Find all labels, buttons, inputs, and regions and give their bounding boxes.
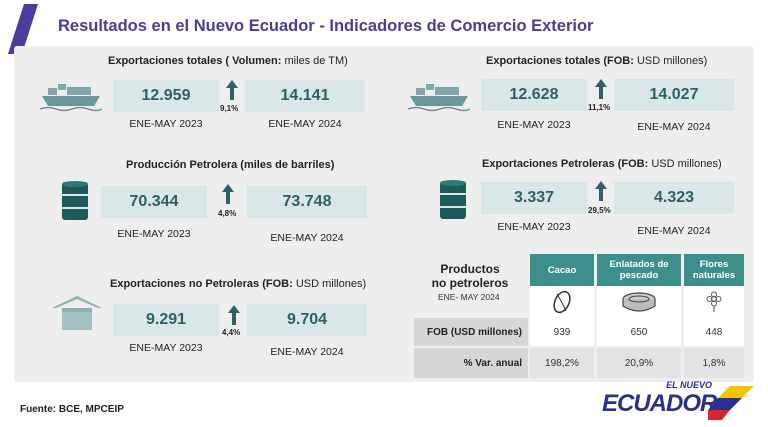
pct-change: 29,5% [588,206,611,215]
table-cell: 448 [684,318,744,346]
cargo-ship-icon [40,84,102,112]
block-title-rest: miles de TM) [281,55,348,67]
block-title-rest: USD millones) [633,55,708,67]
row-label-var: % Var. anual [414,348,528,378]
block-title: Producción Petrolera (miles de barriles) [126,159,335,171]
pct-change: 4,8% [218,209,237,218]
period-2024: ENE-MAY 2024 [637,225,711,237]
up-arrow-icon [595,79,607,99]
cacao-icon-cell [530,286,594,318]
block-title-bold2: Volumen: [229,55,282,67]
products-title-line2: no petroleros [431,276,509,290]
page-title: Resultados en el Nuevo Ecuador - Indicad… [58,17,594,35]
table-cell: 20,9% [597,348,681,378]
flower-icon [706,291,722,312]
block-title-bold: Exportaciones no Petroleras (FOB: [110,278,293,290]
value-2023: 3.337 [481,182,587,214]
oil-barrel-icon [62,181,88,220]
logo-main-text: ECUADOR [602,390,717,417]
value-2024: 9.704 [247,304,367,336]
products-title-line1: Productos [440,262,500,276]
block-title-rest: USD millones) [292,278,367,290]
column-header-flowers: Flores naturales [684,254,744,286]
pct-change: 4,4% [222,328,241,337]
block-title: Exportaciones Petroleras (FOB: USD millo… [482,158,722,170]
table-cell: 198,2% [530,348,594,378]
period-2024: ENE-MAY 2024 [268,118,342,130]
period-2023: ENE-MAY 2023 [129,342,203,354]
source-note: Fuente: BCE, MPCEIP [20,404,124,415]
cacao-pod-icon [553,290,571,314]
pct-change: 9,1% [220,104,239,113]
block-title-bold: Exportaciones totales ( [108,55,230,67]
brand-slash-icon [8,4,38,54]
table-cell: 1,8% [684,348,744,378]
flower-icon-cell [684,286,744,318]
period-2023: ENE-MAY 2023 [497,221,571,233]
block-title-bold: Exportaciones Petroleras (FOB: [482,158,649,170]
table-cell: 939 [530,318,594,346]
value-2023: 12.959 [113,80,219,112]
cargo-ship-icon [408,84,470,112]
up-arrow-icon [222,184,234,204]
logo-top-text: EL NUEVO [666,380,712,390]
block-title-rest: USD millones) [648,158,722,170]
value-2024: 14.027 [614,79,734,111]
value-2024: 14.141 [245,80,365,112]
block-title: Exportaciones totales ( Volumen: miles d… [108,55,348,67]
up-arrow-icon [226,80,238,100]
row-label-fob: FOB (USD millones) [414,318,528,346]
value-2024: 4.323 [614,182,734,214]
block-title: Exportaciones totales (FOB: USD millones… [486,55,707,67]
block-title-bold: Exportaciones totales (FOB: [486,55,634,67]
products-subtitle: ENE- MAY 2024 [438,292,500,302]
value-2023: 70.344 [101,186,207,218]
value-2023: 12.628 [481,79,587,111]
column-header-fish-can: Enlatados de pescado [597,254,681,286]
column-header-cacao: Cacao [530,254,594,286]
period-2023: ENE-MAY 2023 [129,118,203,130]
flag-stripes-icon [708,386,754,420]
products-title: Productos no petroleros [418,262,522,290]
oil-barrel-icon [440,180,466,219]
up-arrow-icon [228,305,240,325]
fish-can-icon-cell [597,286,681,318]
period-2023: ENE-MAY 2023 [117,228,191,240]
warehouse-box-icon [52,296,102,330]
period-2024: ENE-MAY 2024 [270,232,344,244]
value-2023: 9.291 [113,304,219,336]
period-2024: ENE-MAY 2024 [637,121,711,133]
block-title: Exportaciones no Petroleras (FOB: USD mi… [110,278,366,290]
pct-change: 11,1% [588,103,611,112]
table-cell: 650 [597,318,681,346]
period-2023: ENE-MAY 2023 [497,119,571,131]
fish-can-icon [622,292,656,312]
value-2024: 73.748 [247,186,367,218]
up-arrow-icon [595,181,607,201]
period-2024: ENE-MAY 2024 [270,346,344,358]
el-nuevo-ecuador-logo: EL NUEVO ECUADOR [596,380,756,424]
